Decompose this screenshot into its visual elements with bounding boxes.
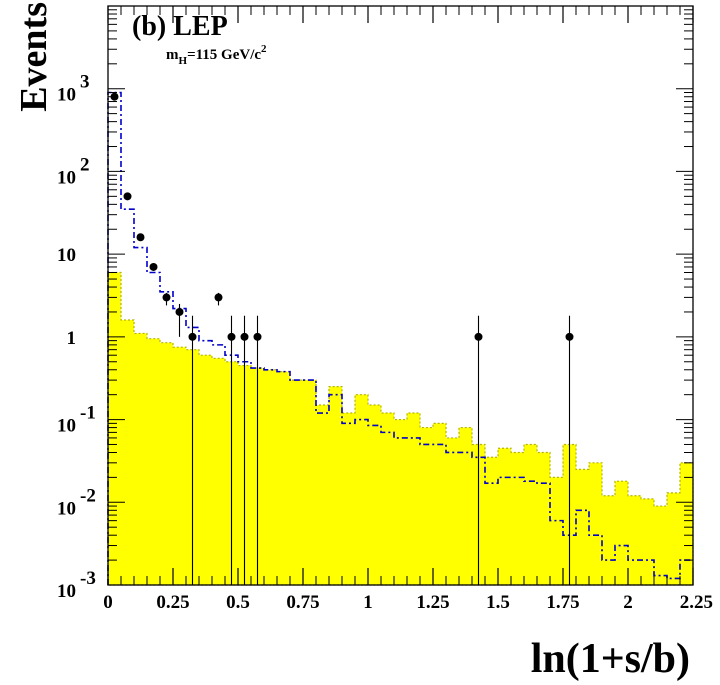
y-tick-exponent: -1 <box>80 403 96 424</box>
x-tick-labels: 0 0.25 0.5 0.75 1 1.25 1.5 1.75 2 2.25 <box>103 592 713 613</box>
y-tick-label: 10 <box>57 245 76 266</box>
data-point <box>214 292 223 306</box>
y-tick-label: 102 <box>57 154 90 188</box>
x-tick-label: 1.5 <box>486 592 510 613</box>
data-point <box>175 303 184 337</box>
data-marker <box>565 332 574 341</box>
data-point <box>474 315 483 585</box>
data-point <box>136 233 145 242</box>
data-marker <box>188 332 197 341</box>
panel-title: (b) LEP <box>132 11 228 42</box>
data-point <box>565 315 574 585</box>
data-point <box>227 315 236 585</box>
subtitle-subscript: H <box>179 55 188 67</box>
x-tick-label: 1.75 <box>546 592 579 613</box>
y-tick-label: 10-1 <box>57 403 96 437</box>
histogram-layer <box>107 91 694 586</box>
y-tick-base: 10 <box>57 245 76 266</box>
y-tick-base: 10 <box>57 85 76 106</box>
y-tick-base: 10 <box>57 167 76 188</box>
data-marker <box>240 332 249 341</box>
x-tick-label: 0.5 <box>226 592 250 613</box>
data-marker <box>136 233 145 242</box>
data-marker <box>214 293 223 302</box>
data-points-layer <box>110 92 574 585</box>
x-tick-label: 0 <box>103 592 113 613</box>
x-tick-label: 0.25 <box>156 592 189 613</box>
signal-plus-background-histogram <box>107 91 693 585</box>
data-point <box>162 292 171 306</box>
x-tick-label: 0.75 <box>286 592 319 613</box>
plot-frame <box>107 5 694 586</box>
y-tick-base: 10 <box>57 416 76 437</box>
data-marker <box>253 332 262 341</box>
axis-ticks <box>107 6 694 586</box>
data-marker <box>175 307 184 316</box>
background-histogram <box>107 271 694 586</box>
y-tick-label: 10-3 <box>57 568 96 602</box>
x-tick-label: 1 <box>363 592 373 613</box>
y-tick-base: 10 <box>57 581 76 602</box>
panel-subtitle: mH=115 GeV/c2 <box>166 43 267 67</box>
y-tick-exponent: -2 <box>80 485 96 506</box>
y-tick-label: 103 <box>57 72 90 106</box>
data-marker <box>162 293 171 302</box>
subtitle-prefix: m <box>166 47 179 63</box>
data-point <box>253 315 262 585</box>
data-point <box>188 315 197 585</box>
y-tick-base: 10 <box>57 498 76 519</box>
y-tick-label: 1 <box>67 328 77 349</box>
x-tick-label: 1.25 <box>416 592 449 613</box>
data-marker <box>123 192 132 201</box>
y-tick-label: 10-2 <box>57 485 96 519</box>
data-marker <box>227 332 236 341</box>
subtitle-superscript: 2 <box>261 43 267 55</box>
data-point <box>123 192 132 201</box>
data-point <box>240 315 249 585</box>
y-axis-title: Events <box>13 2 55 112</box>
y-tick-base: 1 <box>67 328 77 349</box>
y-tick-exponent: 3 <box>80 72 90 93</box>
subtitle-main: =115 GeV/c <box>187 47 261 63</box>
data-point <box>149 262 158 271</box>
data-marker <box>474 332 483 341</box>
x-tick-label: 2 <box>623 592 633 613</box>
x-tick-label: 2.25 <box>680 592 713 613</box>
x-axis-title: ln(1+s/b) <box>531 636 690 682</box>
y-tick-exponent: 2 <box>80 154 90 175</box>
data-marker <box>149 262 158 271</box>
y-tick-exponent: -3 <box>80 568 96 589</box>
